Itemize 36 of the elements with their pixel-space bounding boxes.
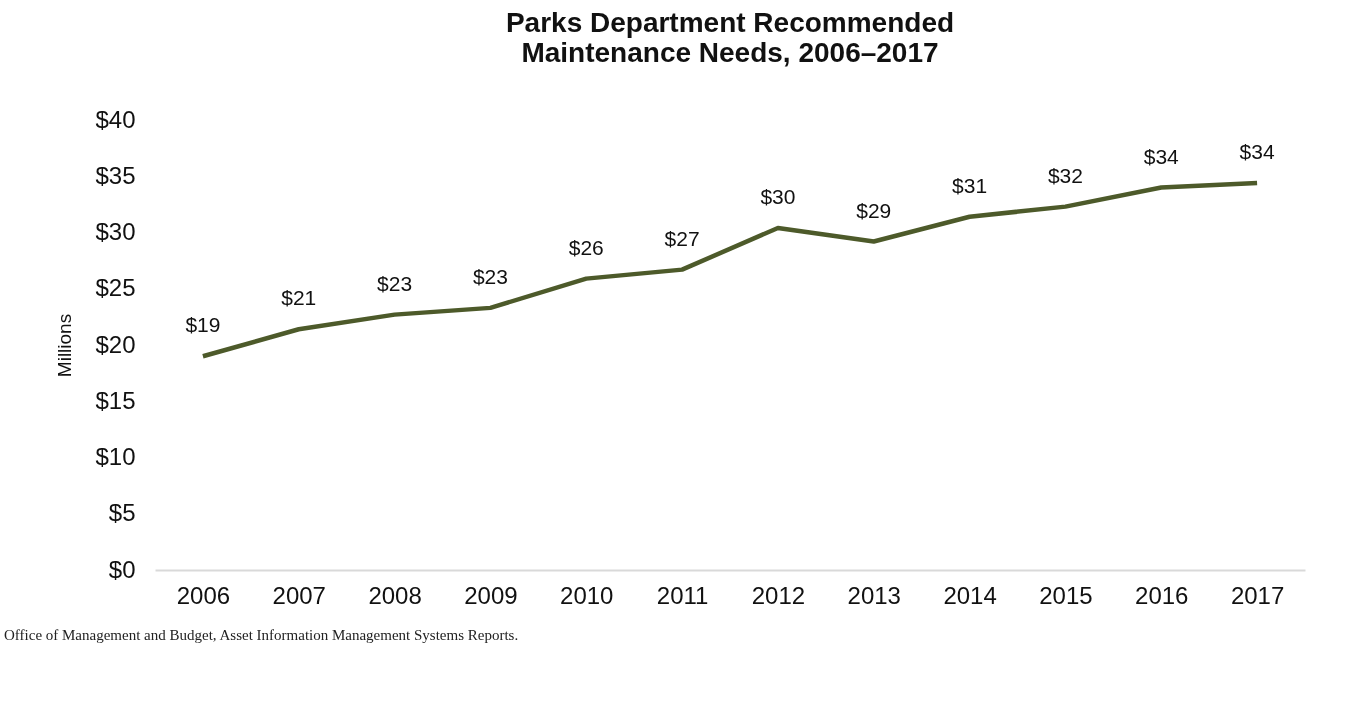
y-tick-label: $30 (95, 218, 136, 245)
x-tick-label: 2007 (272, 581, 326, 609)
y-tick-label: $25 (95, 274, 136, 302)
y-tick-label: $10 (95, 443, 136, 470)
data-label: $19 (185, 313, 221, 337)
y-tick-label: $35 (95, 161, 136, 189)
data-label: $21 (281, 286, 317, 310)
y-axis-title: Millions (54, 313, 76, 378)
data-label: $23 (472, 264, 508, 288)
x-tick-label: 2016 (1135, 581, 1189, 609)
data-label: $34 (1143, 144, 1180, 168)
x-tick-label: 2010 (560, 581, 614, 609)
data-label: $30 (760, 185, 796, 208)
y-tick-label: $20 (95, 330, 136, 358)
x-tick-label: 2015 (1039, 581, 1093, 609)
data-label: $31 (952, 173, 988, 197)
data-label: $34 (1239, 140, 1275, 163)
x-tick-label: 2014 (943, 581, 997, 609)
y-tick-label: $5 (108, 499, 136, 527)
data-label: $27 (664, 226, 700, 250)
y-tick-label: $0 (108, 555, 136, 583)
y-tick-label: $40 (95, 105, 136, 133)
y-tick-label: $15 (95, 386, 136, 414)
text: Office of Management and Budget, Asset Information Management Systems Reports. (4, 627, 520, 644)
x-tick-label: 2009 (464, 581, 518, 609)
data-label: $29 (856, 198, 892, 222)
chart-title: Parks Department Recommended Maintenance Needs, 2006–2017 (505, 7, 955, 68)
x-tick-label: 2008 (368, 581, 422, 609)
x-tick-label: 2013 (847, 581, 901, 609)
data-label: $23 (377, 271, 413, 295)
x-tick-label: 2017 (1230, 581, 1285, 609)
x-tick-label: 2011 (656, 581, 709, 609)
data-label: $26 (568, 235, 604, 259)
x-tick-label: 2012 (751, 581, 806, 609)
x-tick-label: 2006 (176, 581, 231, 609)
data-label: $32 (1047, 163, 1083, 187)
